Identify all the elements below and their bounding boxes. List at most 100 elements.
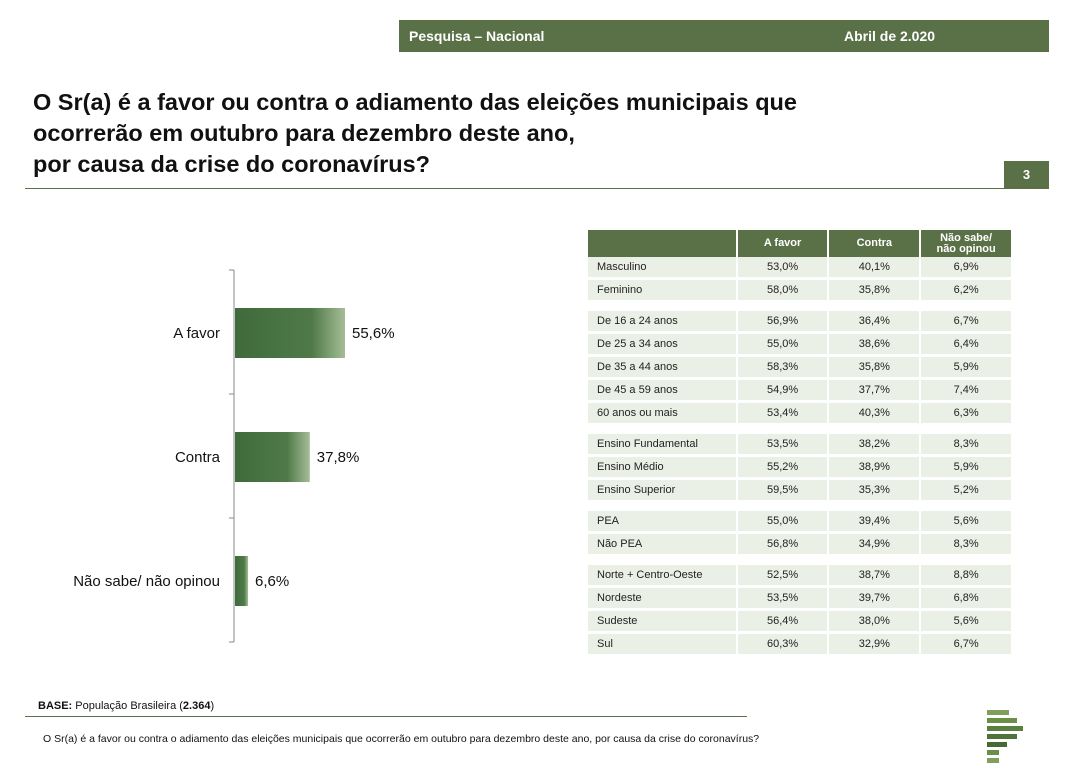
spacer-cell [588, 502, 1011, 512]
table-cell: 5,6% [920, 511, 1011, 534]
chart-marks: A favor 55,6% Contra 37,8% Não sabe/ não opi… [73, 269, 395, 643]
category-label: A favor [173, 325, 220, 342]
row-label: Ensino Médio [588, 455, 738, 480]
crosstab-table: A favor Contra Não sabe/não opinou Mascu… [588, 230, 1011, 657]
spacer-cell [588, 556, 1011, 566]
table-group-spacer [588, 502, 1011, 512]
row-label: Masculino [588, 257, 738, 280]
table-row: PEA 55,0% 39,4% 5,6% [588, 511, 1011, 534]
value-label: 37,8% [317, 449, 360, 466]
row-label: Norte + Centro-Oeste [588, 565, 738, 588]
row-label: Não PEA [588, 532, 738, 557]
table-cell: 38,6% [828, 332, 922, 357]
table-cell: 38,0% [828, 609, 922, 634]
table-row: Ensino Superior 59,5% 35,3% 5,2% [588, 478, 1011, 503]
row-label: De 16 a 24 anos [588, 311, 738, 334]
table-cell: 6,9% [920, 257, 1011, 280]
table-cell: 35,3% [828, 478, 922, 503]
table-cell: 6,7% [920, 632, 1011, 657]
base-text: População Brasileira ( [75, 700, 183, 712]
table-header-nao-sabe: Não sabe/não opinou [920, 230, 1011, 257]
table-row: De 35 a 44 anos 58,3% 35,8% 5,9% [588, 355, 1011, 380]
header-date: Abril de 2.020 [844, 28, 936, 44]
table-cell: 56,4% [736, 609, 830, 634]
table-cell: 56,8% [736, 532, 830, 557]
table-row: 60 anos ou mais 53,4% 40,3% 6,3% [588, 401, 1011, 426]
table-cell: 56,9% [736, 311, 830, 334]
table-row: Norte + Centro-Oeste 52,5% 38,7% 8,8% [588, 565, 1011, 588]
base-close: ) [210, 700, 215, 712]
table-cell: 60,3% [736, 632, 830, 657]
row-label: Sul [588, 632, 738, 657]
header-bar: Pesquisa – Nacional Abril de 2.020 [399, 20, 1049, 52]
table-row: Feminino 58,0% 35,8% 6,2% [588, 278, 1011, 303]
table-cell: 58,3% [736, 355, 830, 380]
page-number: 3 [1004, 161, 1049, 189]
row-label: Feminino [588, 278, 738, 303]
value-label: 55,6% [352, 325, 395, 342]
table-cell: 53,5% [736, 434, 830, 457]
table-cell: 55,2% [736, 455, 830, 480]
table-cell: 53,5% [736, 586, 830, 611]
table-cell: 35,8% [828, 278, 922, 303]
table-header-contra: Contra [828, 230, 922, 257]
p-logo-icon [987, 710, 1023, 763]
table-group-spacer [588, 302, 1011, 312]
spacer-cell [588, 425, 1011, 435]
table-cell: 40,3% [828, 401, 922, 426]
table-cell: 6,3% [920, 401, 1011, 426]
table-cell: 35,8% [828, 355, 922, 380]
table-cell: 55,0% [736, 511, 830, 534]
table-row: De 16 a 24 anos 56,9% 36,4% 6,7% [588, 311, 1011, 334]
table-cell: 54,9% [736, 378, 830, 403]
table-header-blank [588, 230, 738, 257]
table-cell: 37,7% [828, 378, 922, 403]
table-cell: 38,2% [828, 434, 922, 457]
title-line-1: O Sr(a) é a favor ou contra o adiamento … [33, 89, 797, 115]
row-label: De 35 a 44 anos [588, 355, 738, 380]
table-cell: 6,2% [920, 278, 1011, 303]
bar-1 [235, 432, 310, 482]
table-cell: 6,4% [920, 332, 1011, 357]
row-label: 60 anos ou mais [588, 401, 738, 426]
table-header-row: A favor Contra Não sabe/não opinou [588, 230, 1011, 257]
base-label: BASE: [38, 700, 73, 712]
table-cell: 39,4% [828, 511, 922, 534]
table-group-spacer [588, 425, 1011, 435]
bar-2 [235, 556, 249, 606]
table-cell: 32,9% [828, 632, 922, 657]
title-line-2: ocorrerão em outubro para dezembro deste… [33, 120, 575, 146]
bar-0 [235, 308, 345, 358]
table-cell: 6,8% [920, 586, 1011, 611]
row-label: PEA [588, 511, 738, 534]
table-cell: 55,0% [736, 332, 830, 357]
page-title: O Sr(a) é a favor ou contra o adiamento … [33, 87, 933, 180]
table-row: Ensino Médio 55,2% 38,9% 5,9% [588, 455, 1011, 480]
table-cell: 5,6% [920, 609, 1011, 634]
table-row: Sul 60,3% 32,9% 6,7% [588, 632, 1011, 657]
spacer-cell [588, 302, 1011, 312]
table-row: Sudeste 56,4% 38,0% 5,6% [588, 609, 1011, 634]
table-cell: 8,3% [920, 532, 1011, 557]
table-cell: 7,4% [920, 378, 1011, 403]
table-cell: 5,2% [920, 478, 1011, 503]
table-header-favor: A favor [736, 230, 830, 257]
table-body: Masculino 53,0% 40,1% 6,9% Feminino 58,0% 35,8… [588, 257, 1011, 657]
table-cell: 58,0% [736, 278, 830, 303]
table-group-spacer [588, 556, 1011, 566]
row-label: De 25 a 34 anos [588, 332, 738, 357]
table-row: Masculino 53,0% 40,1% 6,9% [588, 257, 1011, 280]
base-count: 2.364 [182, 700, 211, 712]
table-cell: 6,7% [920, 311, 1011, 334]
table-row: De 45 a 59 anos 54,9% 37,7% 7,4% [588, 378, 1011, 403]
value-label: 6,6% [255, 573, 289, 590]
table-header-nao-sabe-line: não opinou [936, 242, 996, 255]
table-cell: 40,1% [828, 257, 922, 280]
table-cell: 8,8% [920, 565, 1011, 588]
table-cell: 38,9% [828, 455, 922, 480]
table-row: Nordeste 53,5% 39,7% 6,8% [588, 586, 1011, 611]
table-row: Não PEA 56,8% 34,9% 8,3% [588, 532, 1011, 557]
table-cell: 53,4% [736, 401, 830, 426]
row-label: Ensino Superior [588, 478, 738, 503]
table-cell: 5,9% [920, 455, 1011, 480]
